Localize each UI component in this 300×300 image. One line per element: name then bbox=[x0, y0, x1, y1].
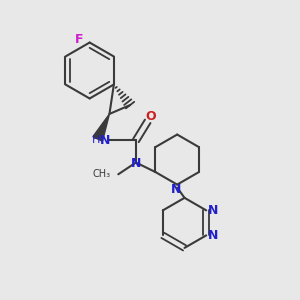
Text: N: N bbox=[208, 204, 218, 217]
Text: F: F bbox=[75, 33, 84, 46]
Text: O: O bbox=[146, 110, 156, 123]
Text: N: N bbox=[131, 158, 141, 170]
Text: CH₃: CH₃ bbox=[93, 169, 111, 179]
Polygon shape bbox=[93, 114, 110, 141]
Text: N: N bbox=[100, 134, 110, 147]
Text: H: H bbox=[92, 135, 100, 146]
Text: N: N bbox=[170, 183, 181, 196]
Text: N: N bbox=[208, 229, 218, 242]
